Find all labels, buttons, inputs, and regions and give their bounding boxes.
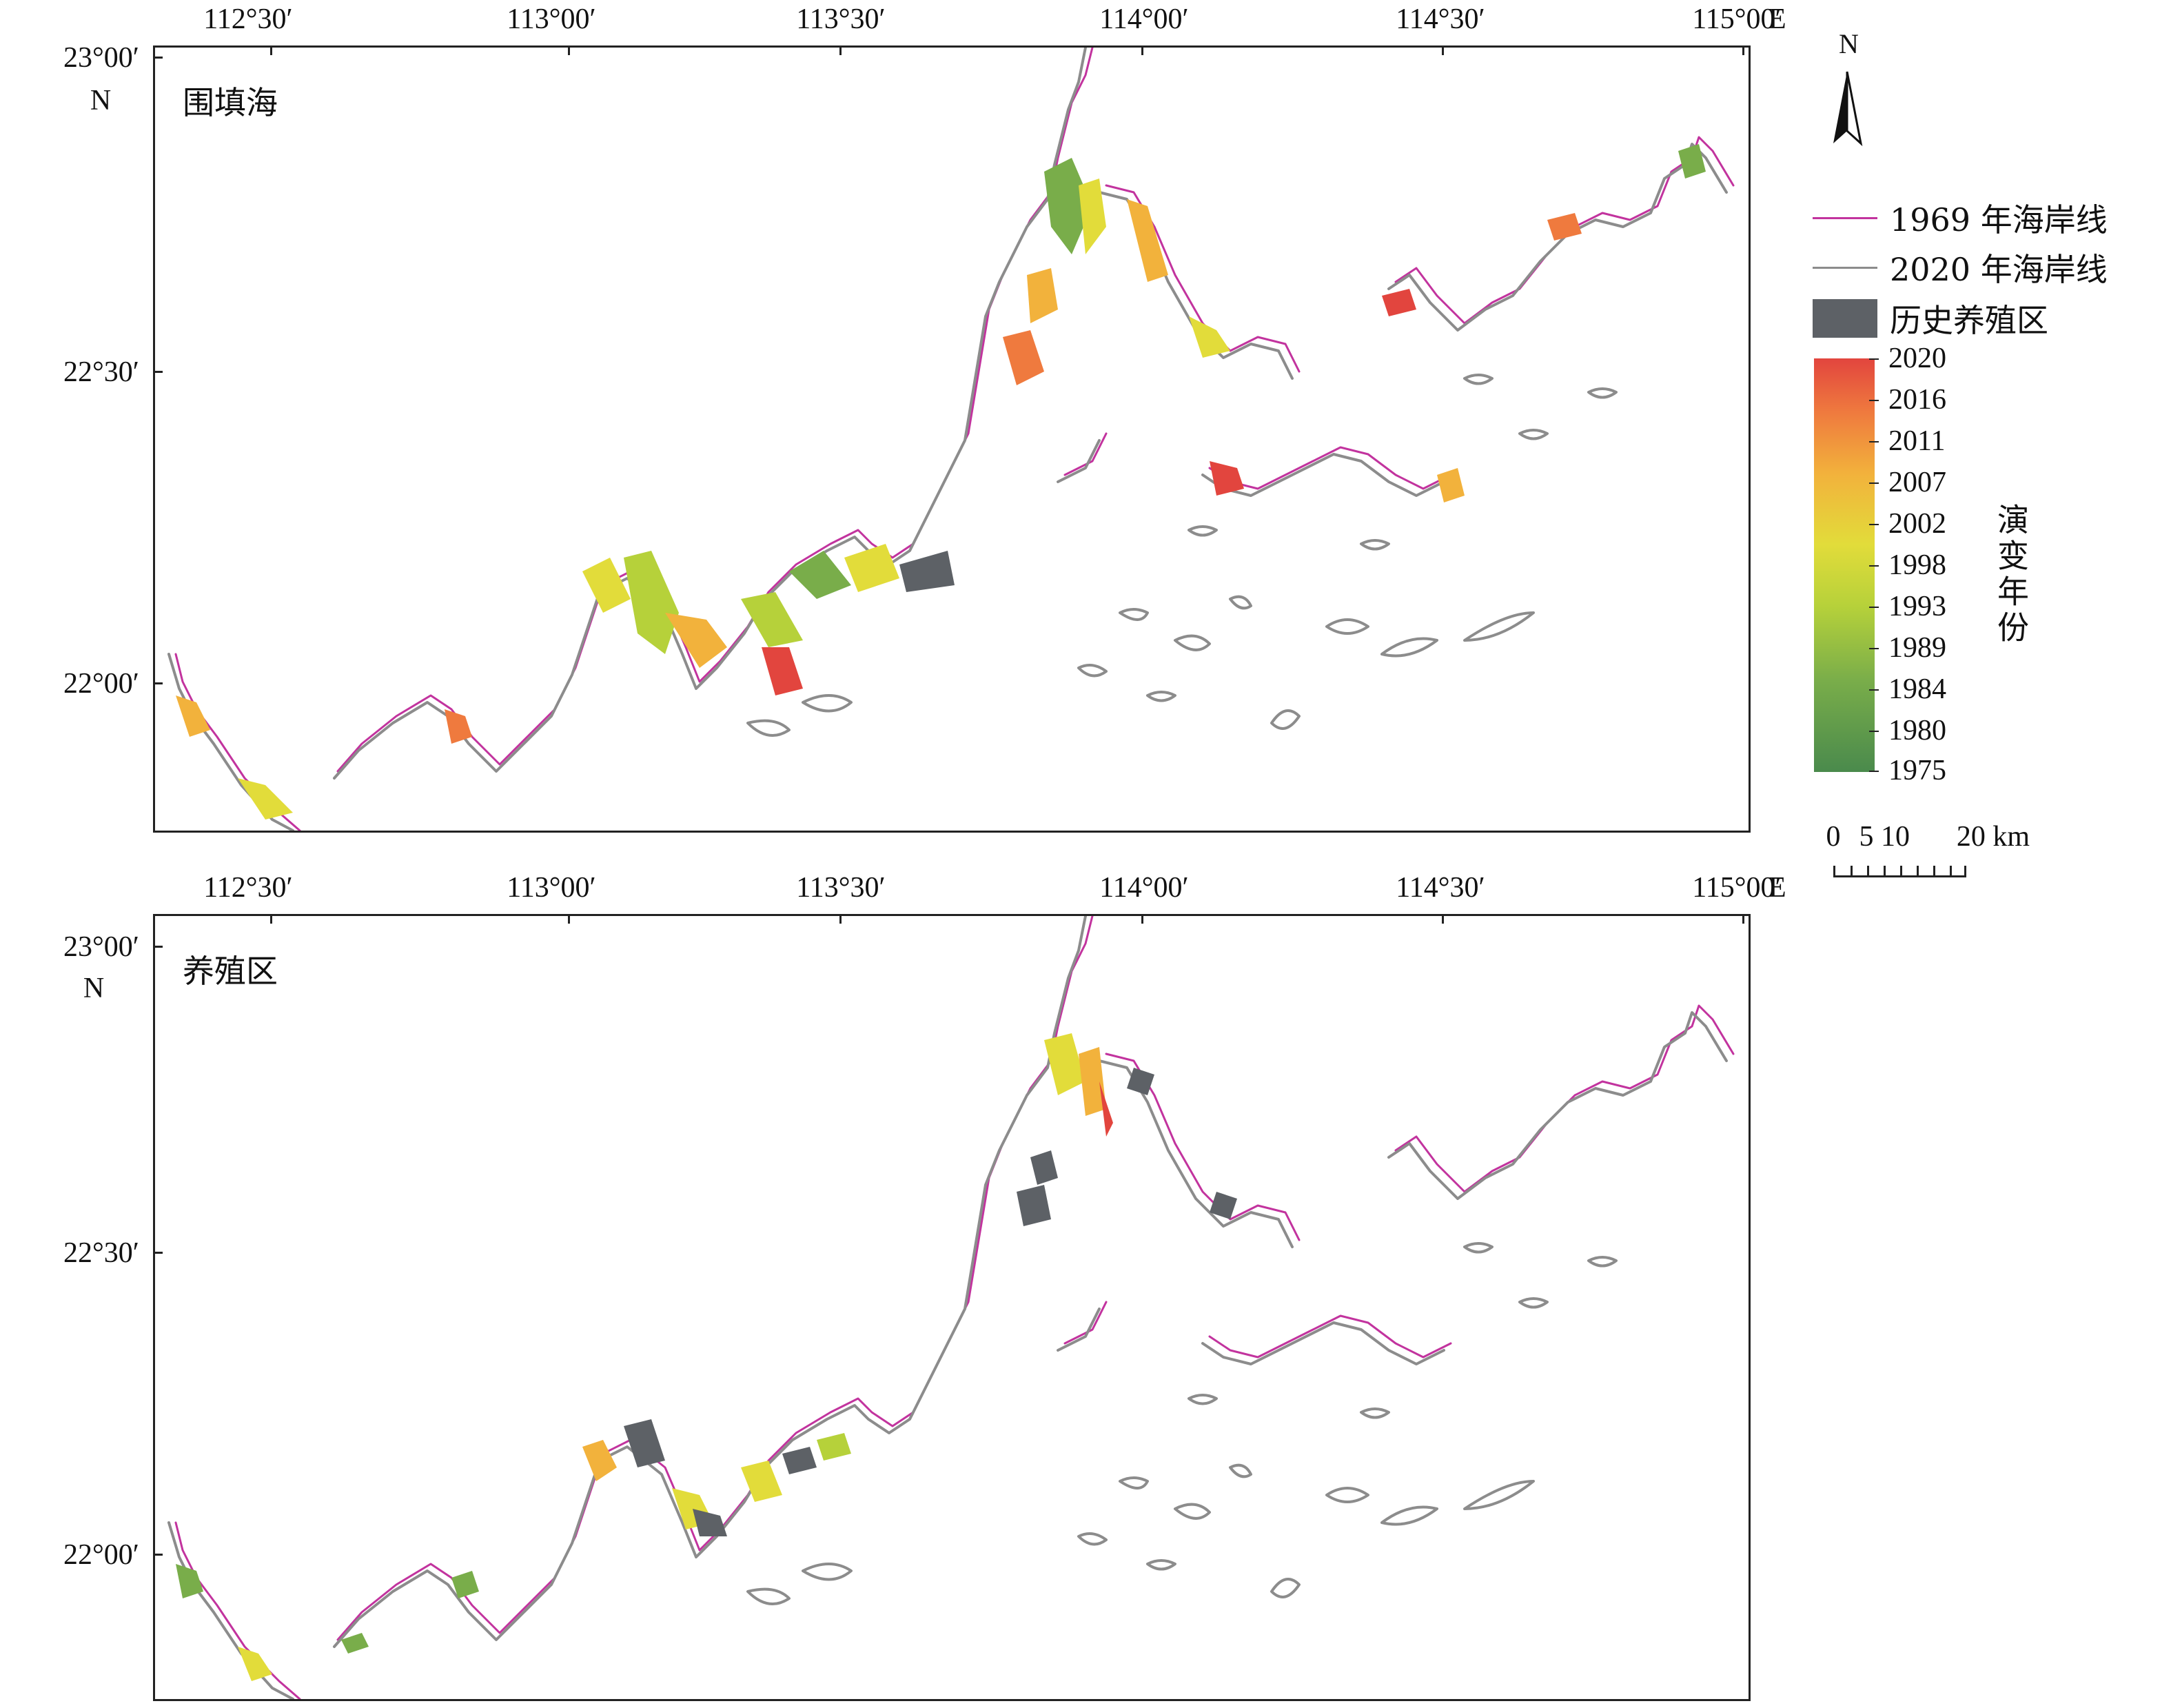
lat-label: 23°00′	[63, 42, 139, 74]
scale-label: 5	[1859, 821, 1874, 853]
year-colorbar	[1814, 358, 1875, 772]
colorbar-tick-label: 2020	[1888, 343, 1946, 374]
north-arrow-label: N	[1839, 28, 1859, 59]
panel-label-aquaculture: 养殖区	[183, 953, 278, 990]
legend-swatch-1969	[1813, 216, 1877, 219]
colorbar-tick-label: 2011	[1888, 425, 1946, 457]
lon-label: 114°30′	[1396, 872, 1485, 904]
lon-suffix: E	[1769, 3, 1786, 35]
lat-suffix: N	[83, 973, 105, 1004]
lon-label: 114°00′	[1099, 872, 1189, 904]
coastline-map-aquaculture	[167, 916, 1735, 1699]
north-arrow-icon	[1833, 71, 1863, 147]
lon-suffix: E	[1769, 872, 1786, 904]
aquaculture-areas	[176, 1033, 1237, 1681]
legend-swatch-2020	[1813, 266, 1877, 269]
map-panel-reclamation: 围填海	[153, 45, 1751, 833]
islands	[746, 1242, 1618, 1605]
colorbar-tick-label: 1975	[1888, 755, 1946, 786]
colorbar-tick-label: 1984	[1888, 673, 1946, 705]
lon-label: 115°00′	[1692, 872, 1782, 904]
legend-swatch-aquaculture	[1813, 299, 1877, 338]
lat-label: 22°00′	[63, 1539, 139, 1571]
legend-label: 2020 年海岸线	[1890, 251, 2108, 288]
lat-suffix: N	[90, 85, 112, 116]
legend-item-shoreline-1969: 1969 年海岸线	[1813, 197, 2108, 238]
map-panel-aquaculture: 养殖区	[153, 914, 1751, 1701]
legend-label: 1969 年海岸线	[1890, 201, 2108, 238]
lat-label: 22°30′	[63, 356, 139, 388]
legend-item-historical-aquaculture: 历史养殖区	[1813, 298, 2048, 339]
lon-label: 113°00′	[507, 3, 596, 35]
colorbar-tick-label: 2016	[1888, 384, 1946, 416]
shoreline-2020	[167, 916, 1728, 1699]
lon-label: 114°00′	[1099, 3, 1189, 35]
lon-label: 113°30′	[796, 872, 886, 904]
lat-label: 22°00′	[63, 668, 139, 700]
colorbar-tick-label: 1998	[1888, 549, 1946, 581]
islands	[746, 374, 1618, 737]
scale-bar-line	[1833, 866, 1966, 877]
panel-label-reclamation: 围填海	[183, 84, 278, 121]
lon-label: 113°30′	[796, 3, 886, 35]
scale-label: 0	[1826, 821, 1841, 853]
colorbar-tick-label: 1980	[1888, 715, 1946, 746]
scale-label: 10	[1881, 821, 1910, 853]
colorbar-tick-label: 1993	[1888, 591, 1946, 622]
lon-label: 115°00′	[1692, 3, 1782, 35]
reclamation-areas	[176, 144, 1706, 820]
lat-label: 22°30′	[63, 1237, 139, 1269]
coastline-map-reclamation	[167, 48, 1735, 831]
lon-label: 113°00′	[507, 872, 596, 904]
colorbar-title: 演变年份	[1992, 503, 2030, 647]
lon-label: 112°30′	[203, 872, 293, 904]
scale-label: 20 km	[1956, 821, 2030, 853]
legend-item-shoreline-2020: 2020 年海岸线	[1813, 247, 2108, 288]
legend-label: 历史养殖区	[1890, 302, 2048, 339]
lat-label: 23°00′	[63, 931, 139, 963]
lon-label: 112°30′	[203, 3, 293, 35]
map-legend: N 1969 年海岸线 2020 年海岸线 历史养殖区 2020 2016 20…	[1806, 28, 2164, 882]
colorbar-tick-label: 1989	[1888, 632, 1946, 664]
lon-label: 114°30′	[1396, 3, 1485, 35]
colorbar-tick-label: 2007	[1888, 467, 1946, 498]
shoreline-1969	[174, 916, 1735, 1699]
scale-bar: 0 5 10 20 km	[1813, 820, 2088, 882]
north-arrow: N	[1820, 28, 1902, 152]
colorbar-tick-label: 2002	[1888, 508, 1946, 540]
